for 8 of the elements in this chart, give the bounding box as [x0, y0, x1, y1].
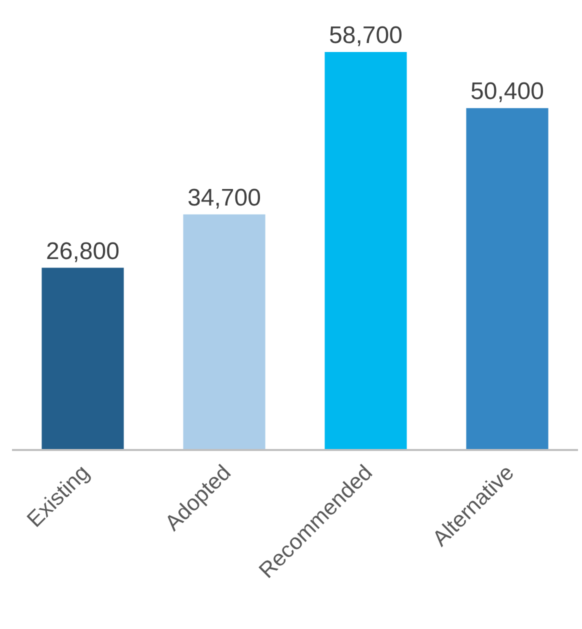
bar [466, 108, 548, 449]
bar [324, 52, 407, 449]
data-label: 34,700 [188, 184, 261, 212]
bar [183, 214, 266, 449]
data-label: 26,800 [46, 238, 120, 265]
data-label: 58,700 [329, 22, 402, 49]
data-label: 50,400 [470, 78, 544, 106]
bar [42, 268, 124, 449]
